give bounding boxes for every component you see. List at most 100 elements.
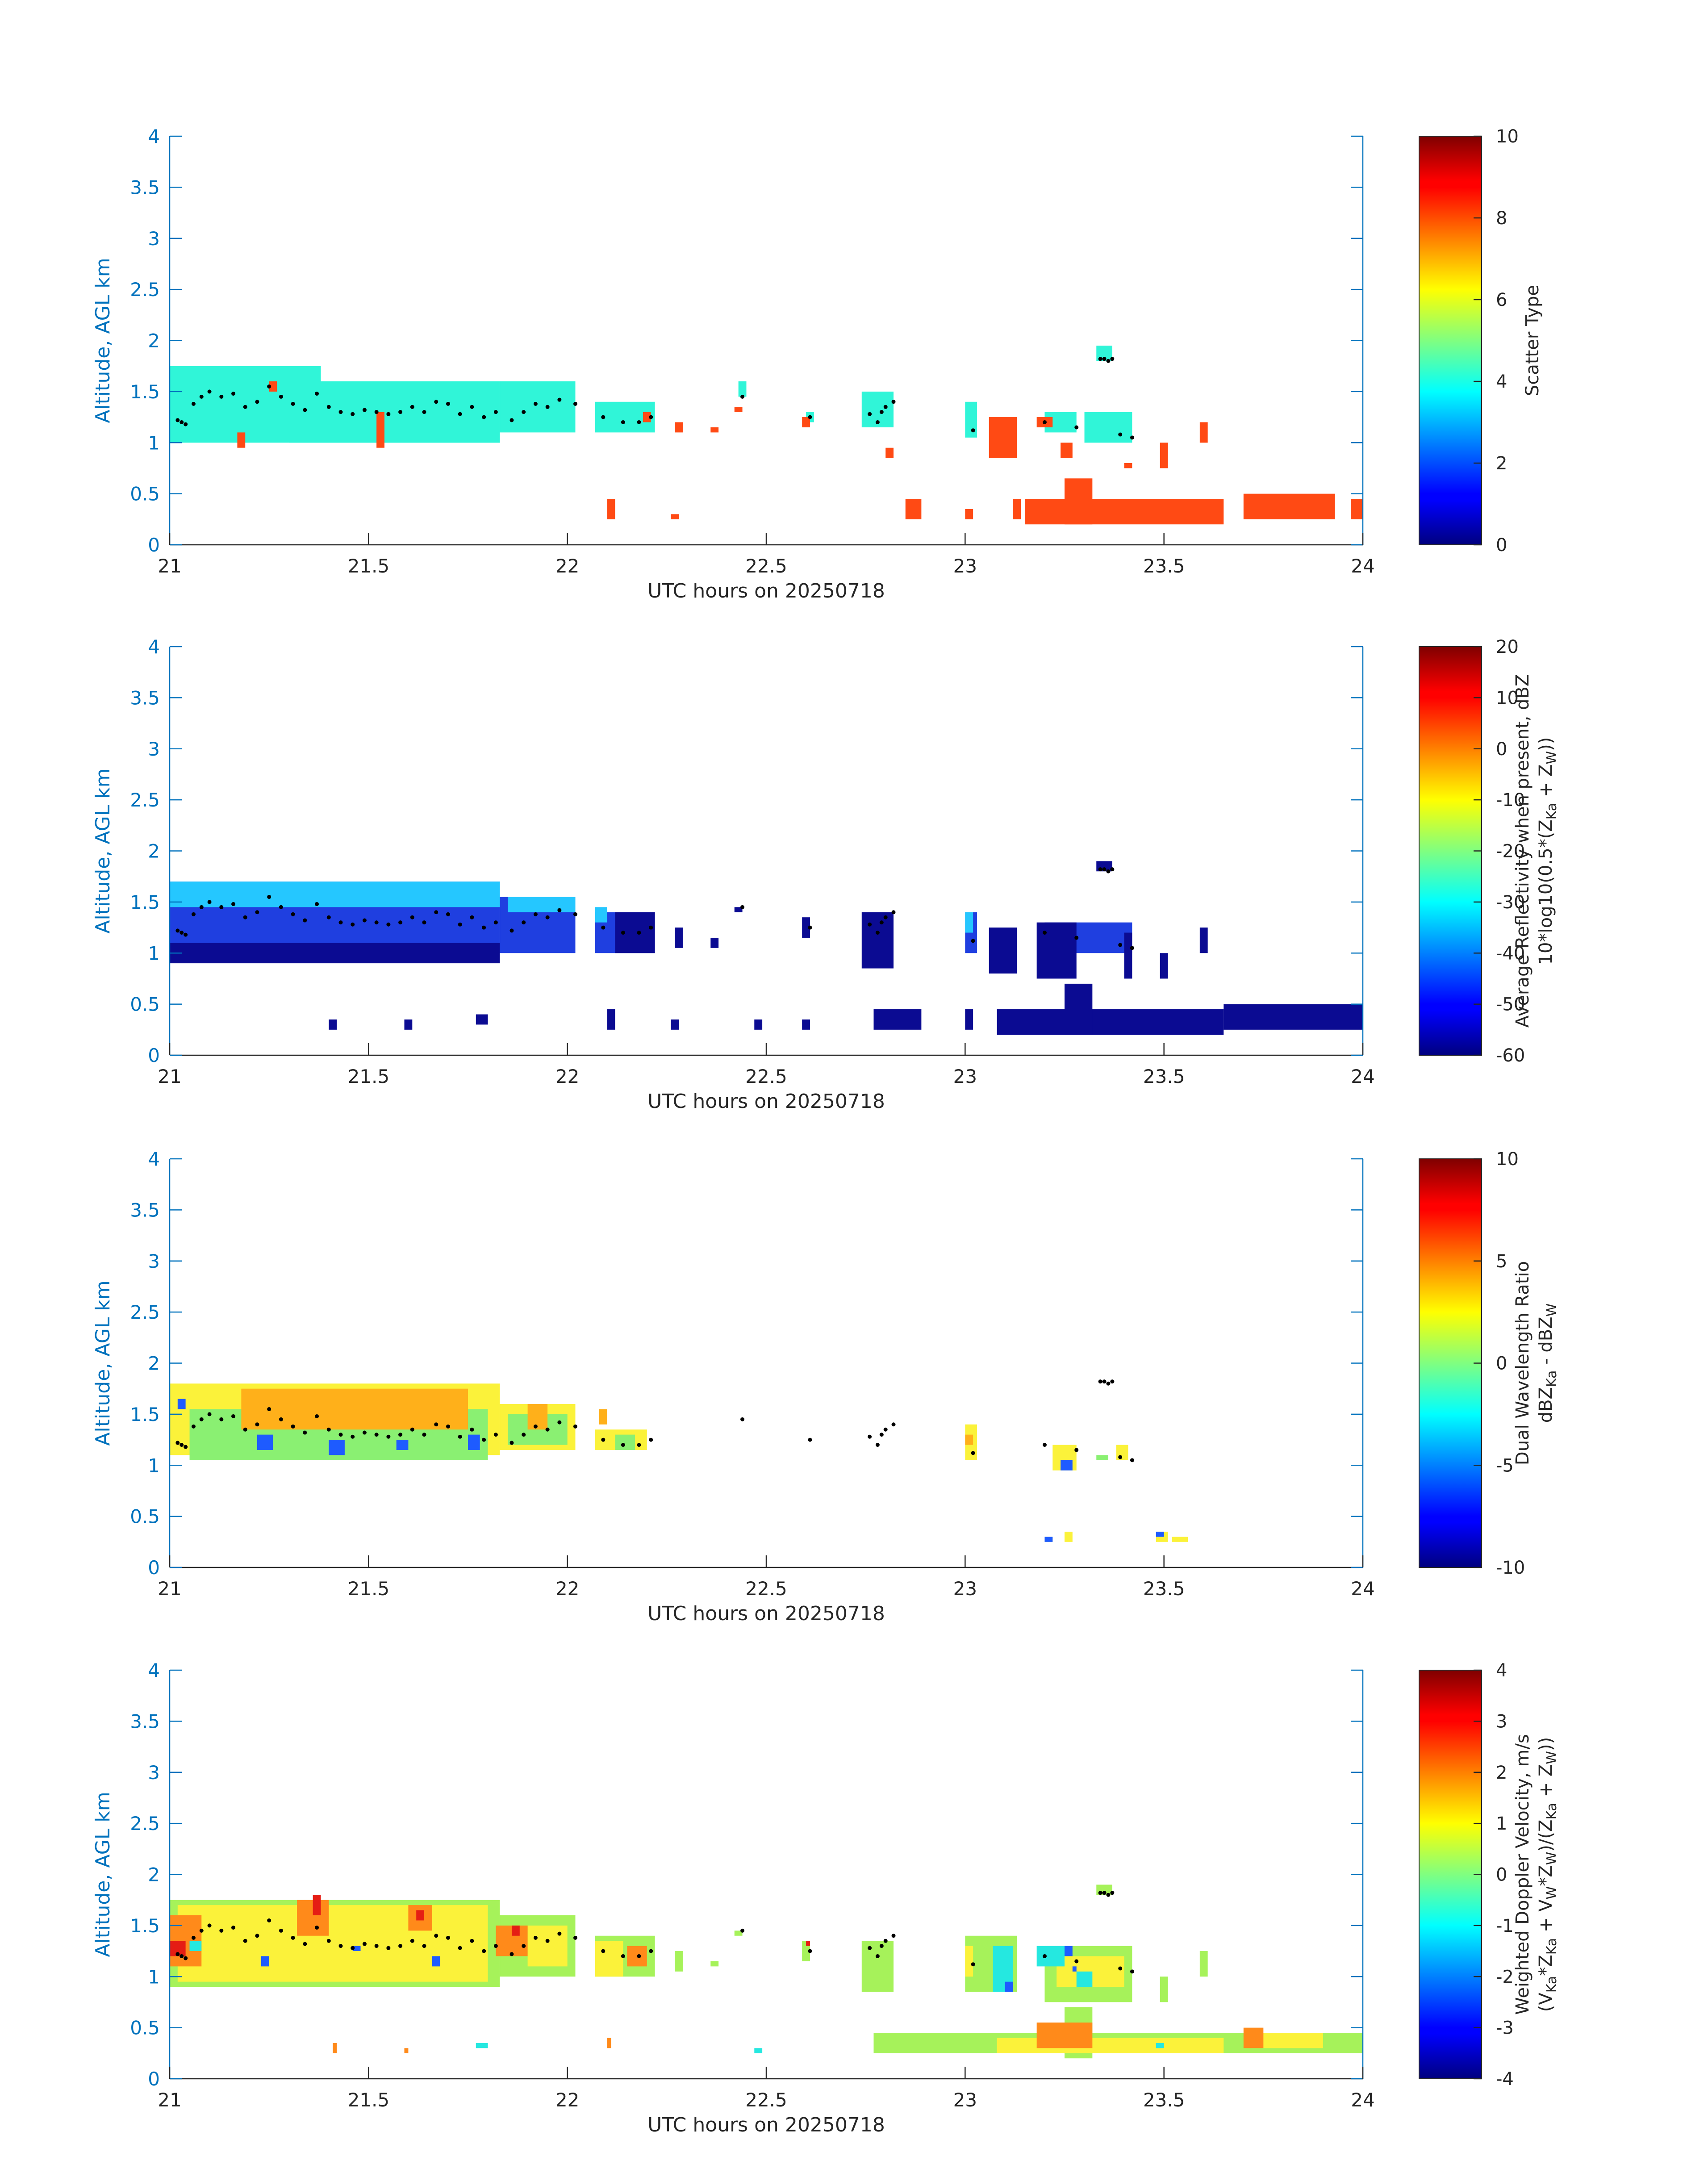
x-tick-label: 21 xyxy=(158,2089,181,2111)
heat-cell xyxy=(595,1941,623,1977)
marker-dot xyxy=(1110,357,1115,361)
colorbar-label-subscript: W xyxy=(1544,1886,1560,1900)
marker-dot xyxy=(482,1437,486,1442)
marker-dot xyxy=(1106,1893,1111,1897)
marker-dot xyxy=(386,922,391,927)
marker-dot xyxy=(351,412,355,416)
marker-dot xyxy=(557,1420,562,1425)
heat-cell xyxy=(170,943,500,964)
marker-dot xyxy=(1074,1959,1079,1964)
marker-dot xyxy=(279,1928,283,1933)
marker-dot xyxy=(1106,1381,1111,1386)
heat-cell xyxy=(861,1941,894,1992)
heat-cell xyxy=(1124,463,1132,468)
x-axis-label: UTC hours on 20250718 xyxy=(647,2114,885,2136)
marker-dot xyxy=(470,405,474,409)
marker-dot xyxy=(175,1441,180,1445)
heat-cell xyxy=(1044,1537,1053,1542)
marker-dot xyxy=(315,391,319,396)
marker-dot xyxy=(573,1935,577,1940)
marker-dot xyxy=(1106,869,1111,873)
marker-dot xyxy=(891,1934,896,1938)
marker-dot xyxy=(191,401,196,406)
heat-cell xyxy=(261,1956,269,1967)
marker-dot xyxy=(255,910,259,915)
marker-dot xyxy=(637,420,641,424)
marker-dot xyxy=(891,1422,896,1427)
marker-dot xyxy=(1102,867,1107,872)
heat-cell xyxy=(965,1946,973,1977)
marker-dot xyxy=(184,422,188,426)
heat-cell xyxy=(806,1941,810,1946)
marker-dot xyxy=(386,1946,391,1950)
heat-cell xyxy=(1243,493,1335,519)
heat-cell xyxy=(607,2038,611,2048)
marker-dot xyxy=(1098,357,1102,361)
marker-dot xyxy=(207,1923,212,1928)
y-tick-label: 2 xyxy=(148,1353,160,1375)
marker-dot xyxy=(362,1430,367,1435)
x-axis-label: UTC hours on 20250718 xyxy=(647,580,885,602)
y-tick-label: 1.5 xyxy=(130,1915,160,1937)
heat-cell xyxy=(1065,1946,1073,1956)
marker-dot xyxy=(303,1942,307,1946)
marker-dots xyxy=(175,1891,1134,1974)
marker-dot xyxy=(231,1925,236,1930)
heat-cell xyxy=(1036,922,1077,979)
marker-dot xyxy=(621,420,625,424)
layer-dwr-orange xyxy=(241,1388,973,1445)
marker-dot xyxy=(621,1954,625,1958)
marker-dot xyxy=(326,1427,331,1432)
marker-dot xyxy=(386,412,391,416)
marker-dot xyxy=(243,915,247,919)
heat-cell xyxy=(802,1019,810,1030)
y-tick-label: 2.5 xyxy=(130,1301,160,1323)
y-tick-label: 1.5 xyxy=(130,381,160,403)
marker-dot xyxy=(351,1946,355,1950)
marker-dot xyxy=(175,928,180,933)
marker-dot xyxy=(868,922,872,927)
colorbar-tick-label: -20 xyxy=(1496,841,1525,862)
marker-dot xyxy=(649,1437,653,1442)
marker-dot xyxy=(545,1939,550,1943)
x-tick-label: 24 xyxy=(1351,555,1374,577)
colorbar-tick-label: 20 xyxy=(1496,637,1519,657)
y-axis-label: Altitude, AGL km xyxy=(92,1792,114,1957)
marker-dot xyxy=(398,410,403,414)
x-tick-label: 22.5 xyxy=(745,2089,787,2111)
heat-cell xyxy=(1061,443,1073,458)
marker-dot xyxy=(533,401,538,406)
x-tick-label: 22 xyxy=(555,1066,579,1087)
marker-dot xyxy=(267,894,271,899)
marker-dot xyxy=(191,1935,196,1940)
heat-cell xyxy=(269,381,277,392)
marker-dot xyxy=(422,1433,426,1437)
heat-cell xyxy=(1160,1976,1168,2002)
colorbar-label-subscript: Ka xyxy=(1544,1371,1560,1387)
x-tick-label: 23.5 xyxy=(1143,555,1185,577)
marker-dot xyxy=(243,1939,247,1943)
heat-cell xyxy=(476,1014,488,1025)
marker-dot xyxy=(255,1934,259,1938)
y-tick-label: 1 xyxy=(148,432,160,454)
marker-dot xyxy=(509,1441,514,1445)
marker-dot xyxy=(879,410,884,414)
y-tick-label: 2 xyxy=(148,1864,160,1886)
y-tick-label: 2.5 xyxy=(130,1813,160,1834)
marker-dot xyxy=(434,910,438,915)
marker-dot xyxy=(601,415,606,419)
heat-cell xyxy=(885,447,894,458)
colorbar-label-part: )/(Z xyxy=(1536,1820,1556,1852)
marker-dot xyxy=(362,408,367,412)
marker-dot xyxy=(326,405,331,409)
marker-dot xyxy=(458,1946,462,1950)
colorbar-label-part: + Z xyxy=(1536,765,1556,803)
y-tick-label: 0.5 xyxy=(130,2017,160,2039)
heat-cell xyxy=(352,1946,361,1951)
y-tick-label: 1.5 xyxy=(130,891,160,913)
colorbar-tick-label: -2 xyxy=(1496,1967,1514,1987)
colorbar-tick-label: 0 xyxy=(1496,1354,1507,1374)
heat-cell xyxy=(734,1930,743,1936)
colorbar-tick-label: -10 xyxy=(1496,790,1525,811)
